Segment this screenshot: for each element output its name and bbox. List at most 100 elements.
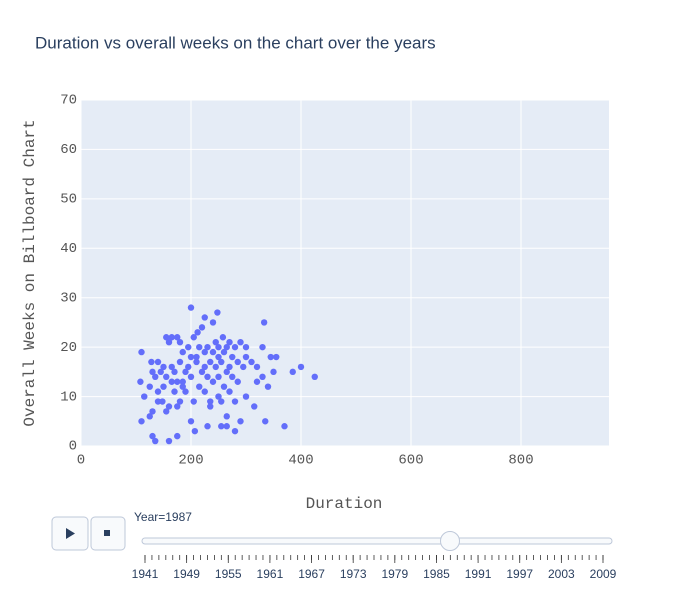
point	[171, 368, 178, 376]
stop-button[interactable]	[90, 516, 126, 551]
point	[242, 353, 250, 361]
slider-knob[interactable]	[440, 531, 460, 551]
point	[251, 403, 258, 410]
point	[165, 403, 173, 410]
y-axis-title: Overall Weeks on Billboard Chart	[21, 119, 39, 426]
y-tick-label: 70	[60, 93, 77, 109]
slider-label: 2003	[548, 567, 575, 581]
point	[154, 358, 162, 366]
point	[174, 378, 181, 385]
point	[297, 363, 305, 371]
x-tick-label: 800	[508, 453, 533, 469]
point	[174, 432, 181, 440]
point	[220, 348, 228, 356]
point	[185, 343, 192, 351]
point	[204, 373, 211, 380]
point	[149, 368, 156, 376]
point	[187, 373, 195, 380]
point	[220, 383, 228, 390]
point	[174, 334, 181, 341]
point	[187, 353, 195, 361]
point	[182, 388, 189, 395]
chart-title: Duration vs overall weeks on the chart o…	[35, 33, 436, 52]
point	[209, 319, 217, 326]
point	[242, 393, 250, 400]
point	[223, 423, 230, 430]
point	[215, 393, 222, 400]
point	[289, 368, 296, 376]
point	[176, 339, 184, 346]
point	[146, 413, 153, 420]
x-axis-title: Duration	[306, 495, 383, 513]
point	[281, 423, 288, 430]
slider-label: 1949	[173, 567, 200, 581]
point	[218, 423, 225, 430]
point	[190, 398, 197, 405]
point	[168, 363, 175, 371]
point	[234, 358, 241, 366]
point	[204, 423, 211, 430]
point	[226, 388, 233, 395]
point	[165, 437, 173, 445]
point	[240, 363, 247, 371]
point	[138, 418, 145, 425]
point	[138, 348, 145, 356]
x-tick-label: 400	[288, 453, 313, 469]
slider-label: 1967	[298, 567, 325, 581]
point	[160, 383, 167, 390]
point	[223, 368, 230, 376]
point	[212, 363, 219, 371]
point	[223, 343, 230, 351]
slider-label: 1979	[381, 567, 408, 581]
point	[231, 427, 239, 435]
slider-rail[interactable]	[141, 537, 613, 545]
point	[207, 358, 214, 366]
point	[215, 353, 222, 361]
point	[176, 398, 184, 405]
point	[229, 373, 236, 380]
point	[141, 393, 148, 400]
play-button[interactable]	[51, 516, 89, 551]
point	[201, 363, 208, 371]
point	[152, 373, 159, 380]
point	[160, 363, 167, 371]
point	[157, 368, 164, 376]
point	[209, 348, 217, 356]
point	[311, 373, 318, 380]
slider-label: 1973	[340, 567, 367, 581]
point	[159, 398, 166, 405]
y-tick-label: 40	[60, 241, 77, 257]
point	[229, 353, 236, 361]
plot-area	[81, 100, 609, 446]
point	[146, 383, 153, 390]
point	[223, 413, 230, 420]
point	[201, 314, 208, 321]
point	[198, 324, 206, 331]
point	[207, 403, 214, 410]
point	[187, 304, 195, 311]
point	[163, 373, 170, 380]
point	[182, 368, 189, 376]
y-tick-label: 10	[60, 389, 77, 405]
point	[267, 353, 274, 361]
point	[185, 363, 192, 371]
y-tick-label: 50	[60, 192, 77, 208]
point	[237, 339, 244, 346]
point	[234, 378, 241, 385]
slider-label: 1985	[423, 567, 450, 581]
slider-label: 1955	[215, 567, 242, 581]
point	[193, 358, 200, 366]
point	[149, 408, 156, 415]
point	[262, 418, 269, 425]
point	[154, 388, 162, 395]
slider-label: 1991	[465, 567, 492, 581]
y-tick-label: 0	[69, 439, 77, 455]
point	[253, 363, 261, 371]
point	[179, 383, 186, 390]
point	[219, 334, 227, 341]
point	[215, 343, 222, 351]
point	[207, 398, 214, 405]
point	[226, 363, 233, 371]
point	[137, 378, 144, 385]
y-tick-label: 60	[60, 142, 77, 158]
